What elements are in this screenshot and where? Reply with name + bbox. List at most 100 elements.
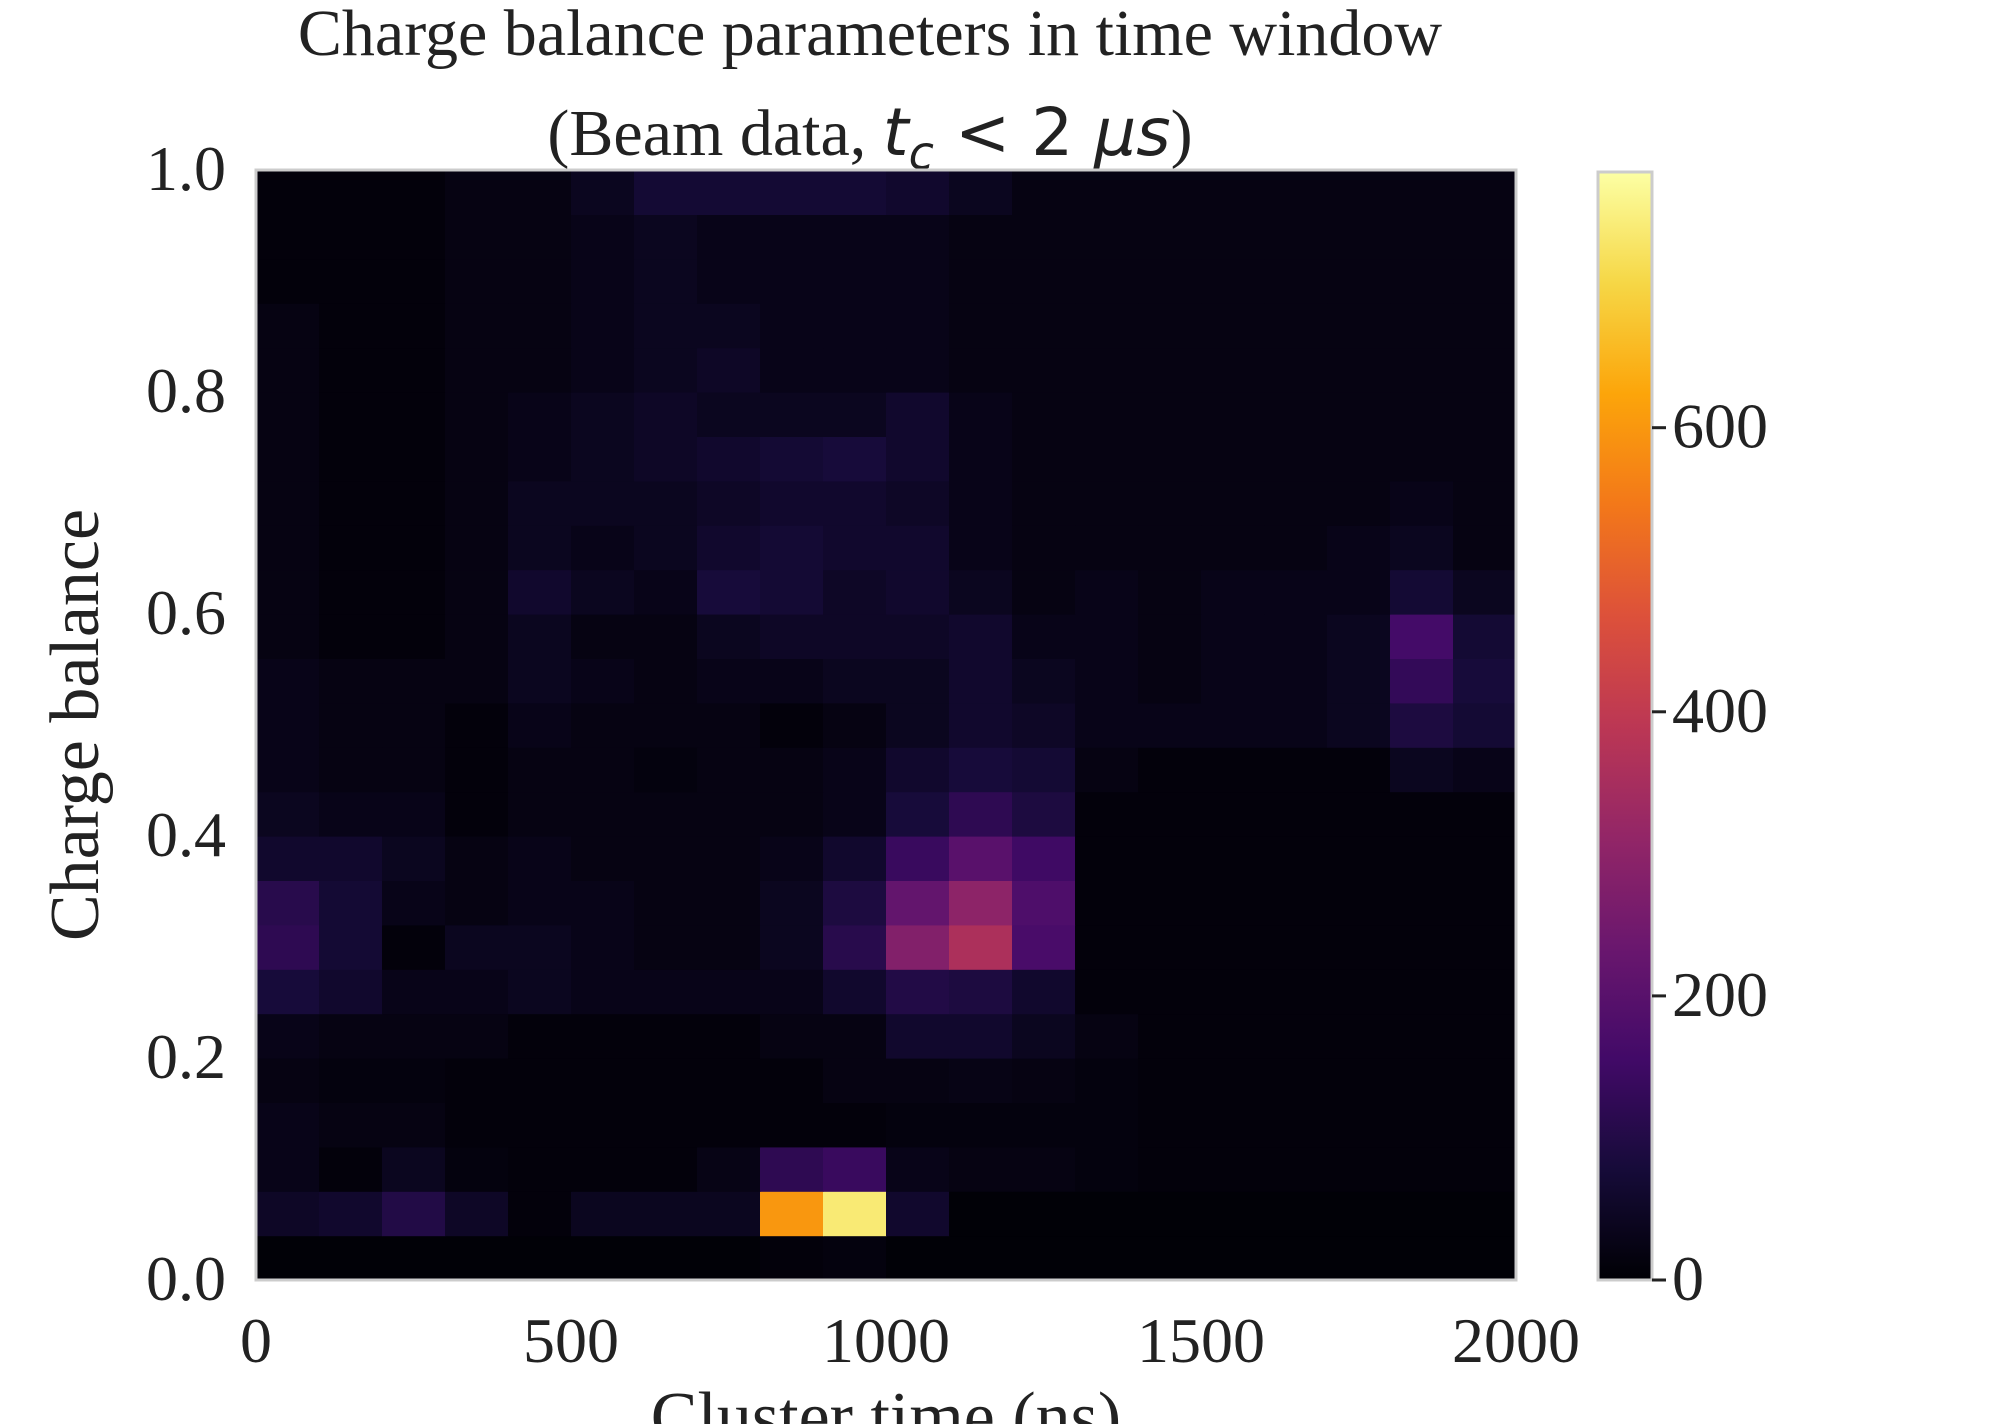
heatmap-cell [1075, 170, 1139, 215]
heatmap-cell [634, 392, 698, 437]
heatmap-cell [1138, 1191, 1202, 1237]
heatmap-cell [319, 1013, 383, 1059]
heatmap-cell [1390, 214, 1454, 260]
heatmap-cell [256, 214, 320, 260]
heatmap-cell [1012, 303, 1076, 349]
heatmap-cell [823, 303, 887, 349]
heatmap-cell [1264, 836, 1328, 881]
x-axis-ticks: 0 500 1000 1500 2000 [240, 1305, 1580, 1376]
heatmap-cell [1264, 880, 1328, 926]
heatmap-cell [1012, 1191, 1076, 1237]
heatmap-cell [1138, 480, 1202, 526]
heatmap-cell [571, 480, 635, 526]
subtitle-math-rest: < 2 [934, 94, 1094, 171]
heatmap-cell [508, 569, 572, 615]
heatmap-cell [571, 436, 635, 482]
heatmap-cell [1075, 1102, 1139, 1148]
heatmap-cell [1390, 258, 1454, 304]
heatmap-cell [1138, 214, 1202, 260]
heatmap-cell [1138, 569, 1202, 615]
heatmap-cell [1327, 969, 1391, 1015]
heatmap-cell [760, 747, 824, 793]
heatmap-cell [571, 1102, 635, 1148]
heatmap-cell [319, 1102, 383, 1148]
heatmap-cell [697, 436, 761, 482]
heatmap-cell [445, 747, 509, 793]
heatmap-cell [1138, 791, 1202, 837]
heatmap-cell [1012, 614, 1076, 659]
heatmap-cell [382, 1058, 446, 1103]
heatmap-cell [508, 258, 572, 304]
heatmap-cell [382, 614, 446, 659]
heatmap-cell [1264, 303, 1328, 349]
heatmap-cell [382, 658, 446, 704]
heatmap-cell [1012, 969, 1076, 1015]
heatmap-cell [1390, 1058, 1454, 1103]
heatmap-cell [1264, 436, 1328, 482]
heatmap-cell [1264, 347, 1328, 393]
heatmap-cell [886, 924, 950, 970]
heatmap-cell [1264, 702, 1328, 748]
heatmap-cell [256, 1235, 320, 1281]
heatmap-cell [697, 702, 761, 748]
heatmap-cell [445, 436, 509, 482]
heatmap-cell [571, 836, 635, 881]
heatmap-cell [256, 880, 320, 926]
heatmap-cell [1390, 303, 1454, 349]
heatmap-cell [382, 214, 446, 260]
heatmap-cell [1453, 836, 1517, 881]
heatmap-cell [1138, 1013, 1202, 1059]
heatmap-cell [319, 303, 383, 349]
heatmap-cell [1264, 1191, 1328, 1237]
heatmap-cell [634, 1102, 698, 1148]
heatmap-cell [760, 791, 824, 837]
heatmap-cell [1012, 658, 1076, 704]
heatmap-cell [949, 1058, 1013, 1103]
heatmap-cell [256, 436, 320, 482]
heatmap-cell [1390, 525, 1454, 571]
heatmap-cell [1201, 924, 1265, 970]
heatmap-cell [886, 1191, 950, 1237]
heatmap-cell [382, 392, 446, 437]
heatmap-cell [1075, 436, 1139, 482]
heatmap-cell [634, 747, 698, 793]
colorbar-tick-label: 200 [1672, 959, 1768, 1030]
subtitle-suffix: ) [1171, 97, 1193, 170]
heatmap-cell [823, 969, 887, 1015]
heatmap-cell [382, 258, 446, 304]
heatmap-cell [1075, 303, 1139, 349]
heatmap-cell [1201, 258, 1265, 304]
heatmap-cell [1138, 525, 1202, 571]
colorbar [1596, 170, 1654, 1282]
heatmap-cell [571, 1191, 635, 1237]
heatmap-cell [1138, 392, 1202, 437]
heatmap-cell [1201, 525, 1265, 571]
heatmap-cell [760, 303, 824, 349]
heatmap-cell [634, 836, 698, 881]
heatmap-cell [697, 924, 761, 970]
heatmap-cell [634, 614, 698, 659]
heatmap-cell [823, 1191, 887, 1237]
y-tick-label: 0.2 [146, 1021, 226, 1092]
heatmap-cell [319, 1235, 383, 1281]
heatmap-cell [1264, 1102, 1328, 1148]
heatmap-cell [1201, 1146, 1265, 1192]
heatmap-cell [697, 1235, 761, 1281]
heatmap-cell [949, 170, 1013, 215]
heatmap-cell [1201, 480, 1265, 526]
heatmap-cell [508, 880, 572, 926]
heatmap-cell [1075, 836, 1139, 881]
heatmap-cell [1075, 1058, 1139, 1103]
heatmap-cell [508, 436, 572, 482]
heatmap-cell [949, 658, 1013, 704]
heatmap-cell [1453, 303, 1517, 349]
heatmap-cell [571, 214, 635, 260]
heatmap-cell [508, 1058, 572, 1103]
heatmap-cell [571, 614, 635, 659]
heatmap-cell [1327, 303, 1391, 349]
heatmap-cell [1390, 924, 1454, 970]
heatmap-cell [634, 880, 698, 926]
heatmap-cell [382, 303, 446, 349]
heatmap-cell [1390, 747, 1454, 793]
